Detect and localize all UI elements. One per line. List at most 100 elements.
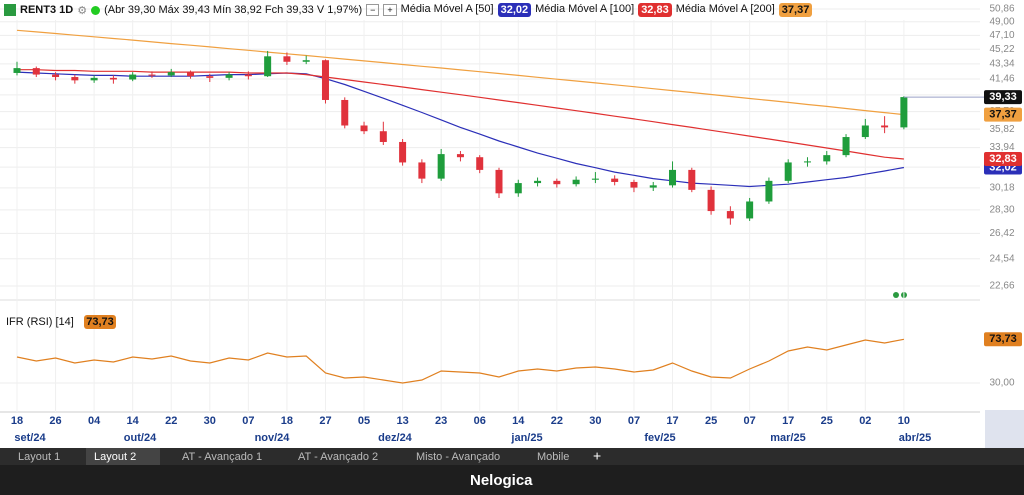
x-tick-label: 30 — [204, 415, 216, 427]
x-tick-label: 02 — [859, 415, 871, 427]
rsi-axis-badge — [984, 332, 1022, 347]
candle-body — [13, 68, 21, 73]
rsi-badge-label: 73,73 — [86, 316, 114, 328]
add-button[interactable]: + — [383, 4, 397, 16]
candle-body — [611, 178, 619, 182]
candle-body — [495, 169, 503, 194]
candle-body — [379, 131, 387, 142]
candle-body — [476, 157, 484, 170]
y-tick-label: 26,42 — [989, 228, 1014, 239]
tab-bar — [0, 448, 1024, 465]
y-tick-label: 49,00 — [989, 16, 1014, 27]
x-tick-label: 18 — [11, 415, 23, 427]
candle-body — [341, 99, 349, 126]
month-label: mar/25 — [770, 432, 805, 444]
signal — [893, 292, 899, 298]
legend-value: 32,83 — [638, 3, 672, 17]
month-label: fev/25 — [644, 432, 675, 444]
rsi-line — [16, 338, 905, 384]
remove-button[interactable]: − — [366, 4, 380, 16]
month-label: set/24 — [14, 432, 46, 444]
x-tick-label: 05 — [358, 415, 370, 427]
candle-body — [321, 60, 329, 100]
x-tick-label: 30 — [589, 415, 601, 427]
candle-body — [418, 162, 426, 179]
rsi-name: IFR (RSI) [14] — [6, 316, 74, 328]
candle-body — [437, 154, 445, 179]
moving-average — [17, 69, 904, 160]
x-tick-label: 07 — [628, 415, 640, 427]
background — [0, 0, 1024, 448]
candle-body — [109, 77, 117, 80]
rsi-axis-badge-label: 73,73 — [989, 333, 1017, 345]
y-tick-label: 50,86 — [989, 4, 1014, 15]
candle-body — [534, 180, 542, 184]
candle-body — [707, 189, 715, 212]
x-tick-label: 25 — [705, 415, 717, 427]
candle-body — [264, 56, 272, 77]
tab[interactable]: AT - Avançado 2 — [298, 451, 378, 463]
candle-body — [630, 181, 638, 188]
candle-body — [456, 154, 464, 158]
ma-axis-badge-label: 37,37 — [989, 109, 1017, 121]
candle-body — [591, 178, 599, 180]
candle-body — [900, 97, 908, 128]
month-label: nov/24 — [255, 432, 291, 444]
quote: (Abr 39,30 Máx 39,43 Mín 38,92 Fch 39,33… — [104, 4, 363, 16]
settings-icon[interactable]: ⚙ — [77, 4, 88, 17]
legend-value: 37,37 — [778, 3, 813, 17]
y-tick-label: 28,30 — [989, 204, 1014, 215]
x-tick-label: 18 — [281, 415, 293, 427]
y-tick-label: 45,22 — [989, 44, 1014, 55]
footer — [0, 465, 1024, 495]
month-label: dez/24 — [378, 432, 413, 444]
tab[interactable]: Layout 1 — [18, 451, 60, 463]
x-tick-label: 22 — [165, 415, 177, 427]
tab[interactable]: Layout 2 — [94, 451, 136, 463]
ma-axis-badge — [984, 151, 1022, 166]
x-tick-label: 17 — [666, 415, 678, 427]
toolbar: RENT3 1D ⚙ (Abr 39,30 Máx 39,43 Mín 38,9… — [0, 0, 813, 20]
x-tick-label: 10 — [898, 415, 910, 427]
x-tick-label: 14 — [512, 415, 525, 427]
candle-body — [283, 56, 291, 62]
candle-body — [71, 77, 79, 81]
x-tick-label: 22 — [551, 415, 563, 427]
brand: Nelogica — [470, 472, 533, 489]
y-tick-label: 30,00 — [989, 378, 1014, 389]
tab[interactable]: AT - Avançado 1 — [182, 451, 262, 463]
y-tick-label: 47,10 — [989, 30, 1014, 41]
status-dot — [91, 5, 101, 15]
candle-body — [688, 169, 696, 190]
y-tick-label: 33,94 — [989, 142, 1014, 153]
legend-value: 32,02 — [497, 3, 532, 17]
candle-body — [784, 162, 792, 181]
x-tick-label: 23 — [435, 415, 447, 427]
candle-body — [861, 125, 869, 138]
y-tick-label: 43,34 — [989, 58, 1014, 69]
candle-body — [803, 161, 811, 163]
candle-body — [90, 77, 98, 81]
symbol-icon — [4, 4, 16, 16]
month-label: abr/25 — [899, 432, 931, 444]
candle-body — [148, 74, 156, 76]
candle-body — [823, 155, 831, 162]
y-tick-label: 22,66 — [989, 281, 1014, 292]
month-label: jan/25 — [510, 432, 542, 444]
candle-body — [129, 74, 137, 80]
candle-body — [572, 179, 580, 185]
x-tick-label: 26 — [49, 415, 61, 427]
tab[interactable]: Misto - Avançado — [416, 451, 500, 463]
candle-body — [244, 74, 252, 77]
candle-body — [514, 183, 522, 194]
candle-body — [225, 74, 233, 78]
candle-body — [553, 180, 561, 185]
month-label: out/24 — [124, 432, 157, 444]
y-tick-label: 35,82 — [989, 124, 1014, 135]
x-tick-label: 27 — [319, 415, 331, 427]
legend-name: Média Móvel A [50] — [400, 3, 494, 15]
candle-body — [669, 169, 677, 186]
candle-body — [52, 74, 60, 78]
tab[interactable]: Mobile — [537, 451, 569, 463]
